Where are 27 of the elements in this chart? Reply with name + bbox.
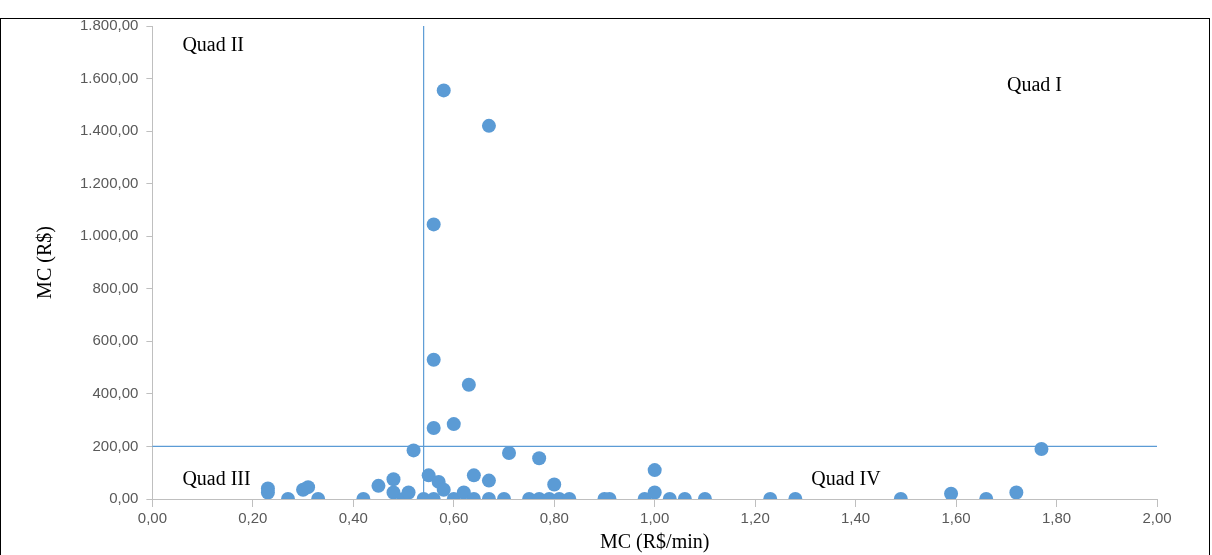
annotation: Quad IV — [811, 466, 882, 489]
x-tick-label: 0,80 — [539, 509, 569, 527]
y-tick-label: 400,00 — [92, 384, 139, 402]
y-tick-label: 1.200,00 — [80, 173, 139, 191]
y-tick-label: 1.000,00 — [80, 226, 139, 244]
x-tick-label: 0,20 — [238, 509, 268, 527]
y-tick-label: 800,00 — [92, 278, 139, 296]
x-axis-title: MC (R$/min) — [599, 530, 710, 554]
annotation: Quad III — [182, 466, 251, 489]
x-tick-label: 1,80 — [1041, 509, 1072, 527]
y-tick-label: 1.800,00 — [80, 16, 139, 34]
y-tick-label: 1.400,00 — [80, 121, 139, 139]
y-axis-title: MC (R$) — [33, 226, 57, 299]
x-tick-label: 0,60 — [439, 509, 469, 527]
annotation: Quad II — [182, 33, 245, 56]
annotation: Quad I — [1007, 73, 1062, 96]
y-tick-label: 600,00 — [92, 331, 139, 349]
x-tick-label: 1,40 — [841, 509, 871, 527]
y-tick-label: 0,00 — [109, 489, 139, 507]
x-tick-label: 2,00 — [1142, 509, 1172, 527]
x-tick-label: 0,40 — [338, 509, 368, 527]
x-tick-label: 1,60 — [941, 509, 971, 527]
x-tick-label: 0,00 — [137, 509, 167, 527]
x-tick-label: 1,20 — [740, 509, 770, 527]
y-tick-label: 1.600,00 — [80, 68, 139, 86]
x-tick-label: 1,00 — [640, 509, 670, 527]
y-tick-label: 200,00 — [92, 436, 139, 454]
